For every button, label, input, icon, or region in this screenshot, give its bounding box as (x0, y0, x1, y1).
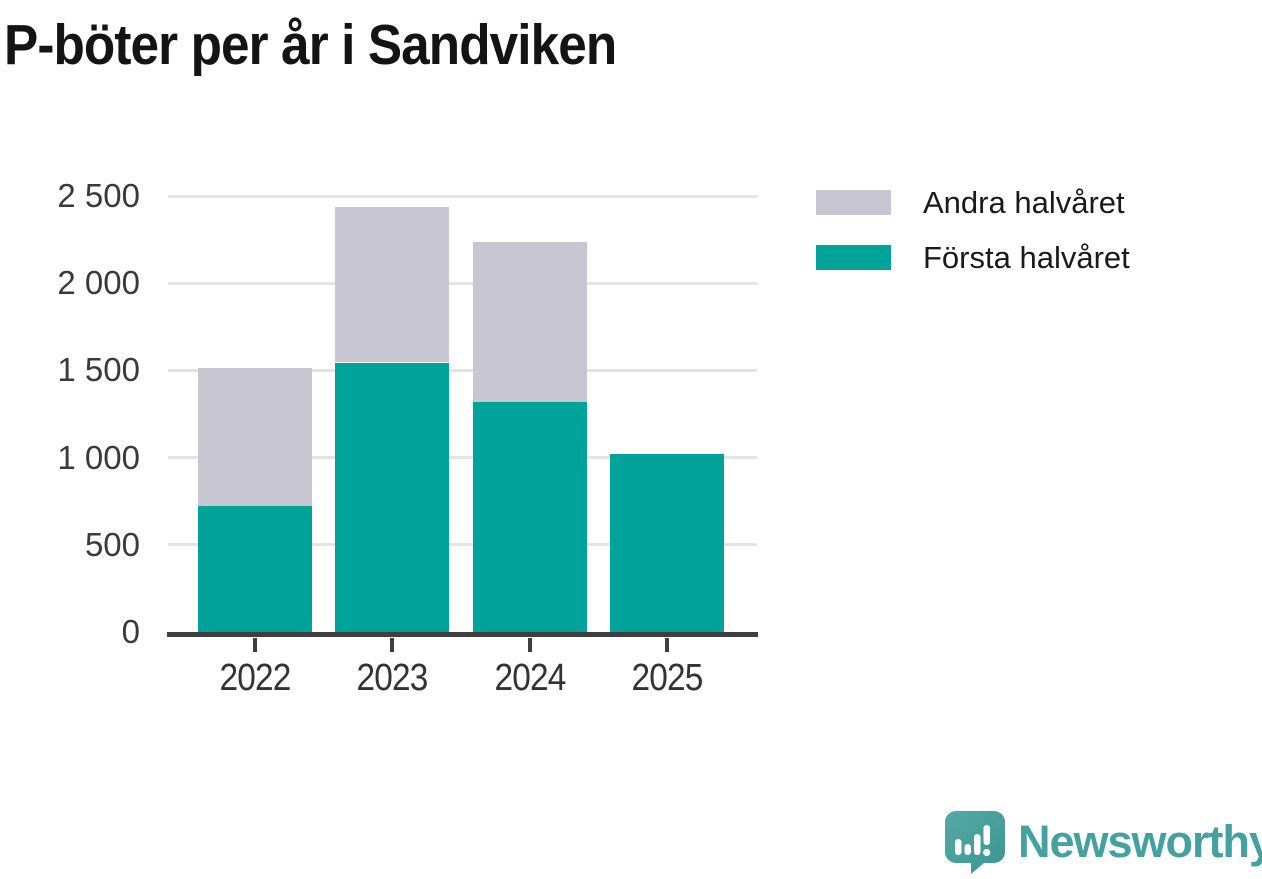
bar-segment-2024 (473, 242, 587, 402)
x-axis-tick (528, 638, 532, 652)
chart-title: P-böter per år i Sandviken (4, 13, 617, 77)
chart-legend: Andra halvåret Första halvåret (816, 185, 1130, 299)
gridline-2000 (168, 282, 757, 285)
newsworthy-wordmark: Newsworthy (1018, 816, 1262, 867)
bar-segment-2022 (198, 505, 312, 632)
bar-segment-2022 (198, 367, 312, 506)
y-axis-tick-label: 500 (84, 526, 140, 563)
y-axis-tick-label: 1 000 (57, 439, 140, 476)
y-axis-tick-label: 0 (121, 613, 140, 650)
bar-segment-2023 (335, 207, 449, 363)
y-axis-tick-label: 1 500 (57, 351, 140, 388)
bar-segment-2024 (473, 401, 587, 632)
x-axis-tick (253, 638, 257, 652)
x-axis-tick (390, 638, 394, 652)
newsworthy-logo-icon (945, 811, 1005, 874)
x-axis-label: 2024 (494, 657, 567, 699)
x-axis-line (167, 632, 758, 637)
x-axis-label: 2023 (356, 657, 429, 699)
legend-label-andra: Andra halvåret (923, 184, 1125, 220)
legend-item-andra: Andra halvåret (816, 185, 1130, 220)
bar-segment-2023 (335, 362, 449, 632)
gridline-1000 (168, 456, 757, 459)
gridline-2500 (168, 195, 757, 198)
legend-swatch-andra (816, 190, 891, 215)
x-axis-label: 2022 (219, 657, 292, 699)
gridline-1500 (168, 369, 757, 372)
y-axis-tick-label: 2 000 (57, 264, 140, 301)
legend-label-forsta: Första halvåret (923, 239, 1130, 275)
gridline-500 (168, 543, 757, 546)
legend-swatch-forsta (816, 245, 891, 270)
newsworthy-brand: Newsworthy (944, 810, 1262, 874)
legend-item-forsta: Första halvåret (816, 240, 1130, 275)
x-axis-label: 2025 (631, 657, 704, 699)
bar-segment-2025 (610, 454, 724, 632)
x-axis-tick (665, 638, 669, 652)
y-axis-tick-label: 2 500 (57, 177, 140, 214)
